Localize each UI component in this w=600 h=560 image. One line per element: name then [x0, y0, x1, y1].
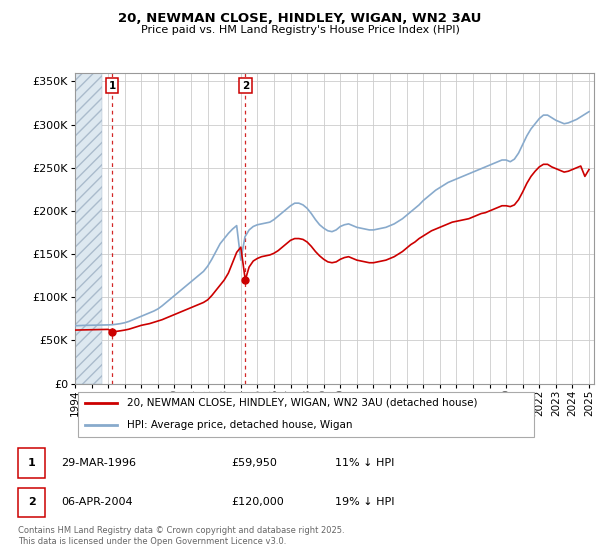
Text: £59,950: £59,950 — [231, 458, 277, 468]
Text: 11% ↓ HPI: 11% ↓ HPI — [335, 458, 394, 468]
Bar — [75, 73, 101, 384]
Text: 2: 2 — [28, 497, 35, 507]
Text: 20, NEWMAN CLOSE, HINDLEY, WIGAN, WN2 3AU: 20, NEWMAN CLOSE, HINDLEY, WIGAN, WN2 3A… — [118, 12, 482, 25]
Text: 20, NEWMAN CLOSE, HINDLEY, WIGAN, WN2 3AU (detached house): 20, NEWMAN CLOSE, HINDLEY, WIGAN, WN2 3A… — [127, 398, 478, 408]
FancyBboxPatch shape — [18, 449, 46, 478]
Text: Contains HM Land Registry data © Crown copyright and database right 2025.
This d: Contains HM Land Registry data © Crown c… — [18, 526, 344, 546]
Text: 1: 1 — [109, 81, 116, 91]
FancyBboxPatch shape — [77, 392, 535, 437]
Text: HPI: Average price, detached house, Wigan: HPI: Average price, detached house, Wiga… — [127, 421, 352, 431]
Text: 29-MAR-1996: 29-MAR-1996 — [61, 458, 136, 468]
Text: 1: 1 — [28, 458, 35, 468]
FancyBboxPatch shape — [18, 488, 46, 517]
Text: Price paid vs. HM Land Registry's House Price Index (HPI): Price paid vs. HM Land Registry's House … — [140, 25, 460, 35]
Text: 06-APR-2004: 06-APR-2004 — [61, 497, 133, 507]
Text: 2: 2 — [242, 81, 249, 91]
Text: 19% ↓ HPI: 19% ↓ HPI — [335, 497, 394, 507]
Text: £120,000: £120,000 — [231, 497, 284, 507]
